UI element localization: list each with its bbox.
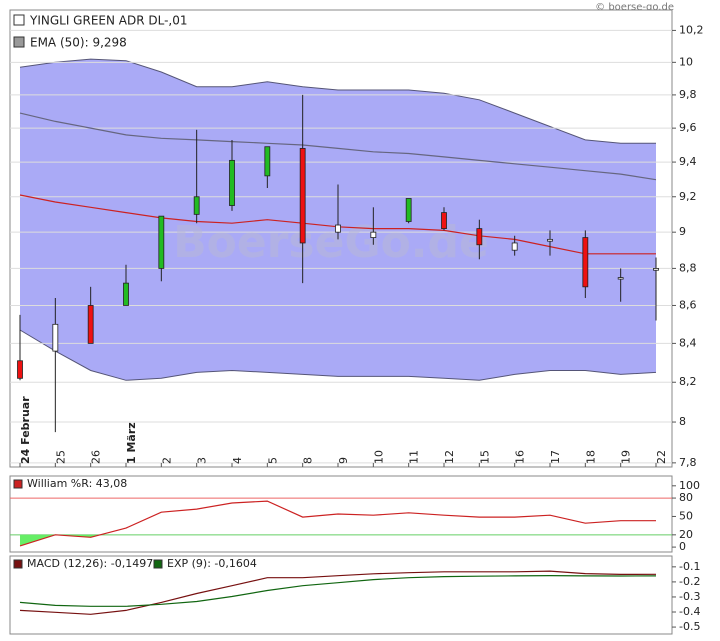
y-tick-label: 9,2 (679, 190, 697, 203)
candle-body (264, 146, 271, 177)
x-tick-label: 18 (584, 450, 597, 464)
band-upper (19, 58, 656, 144)
candle-body (17, 360, 23, 379)
band-lower (19, 329, 657, 381)
y-tick-label: 8,4 (679, 336, 697, 349)
x-tick-label: 24 Februar (19, 396, 32, 464)
x-tick-label: 9 (337, 457, 350, 464)
candle-body (476, 228, 483, 246)
candle-body (617, 277, 624, 280)
y-tick-label: 8,8 (679, 261, 697, 274)
candle-body (653, 268, 659, 271)
y-tick-label: 50 (679, 509, 693, 522)
legend-label: MACD (12,26): -0,1497 (27, 557, 153, 570)
y-tick-label: 9,4 (679, 155, 697, 168)
candle-body (193, 196, 200, 215)
candle-body (370, 231, 377, 238)
x-tick-label: 1 März (125, 422, 138, 464)
x-tick-label: 17 (549, 450, 562, 464)
oversold-fill (20, 534, 656, 546)
candle-body (441, 212, 447, 230)
panel (9, 475, 673, 553)
x-tick-label: 26 (90, 450, 103, 464)
legend-ema: EMA (50): 9,298 (30, 36, 127, 50)
y-tick-label: 9 (679, 225, 686, 238)
x-tick-label: 11 (408, 450, 421, 464)
series-line (19, 574, 657, 607)
y-tick-label: 9,8 (679, 88, 697, 101)
candle-body (52, 323, 59, 352)
legend-label: EXP (9): -0,1604 (167, 557, 257, 570)
x-tick-label: 25 (54, 450, 67, 464)
series-line (19, 570, 657, 615)
y-tick-label: 10 (679, 55, 693, 68)
candle-body (511, 242, 518, 251)
y-tick-label: -0.2 (679, 575, 700, 588)
candle-body (87, 305, 94, 344)
y-tick-label: 80 (679, 491, 693, 504)
y-tick-label: -0.1 (679, 560, 700, 573)
x-tick-label: 4 (231, 457, 244, 464)
legend: YINGLI GREEN ADR DL-,01 EMA (50): 9,298 (13, 14, 188, 50)
x-tick-label: 15 (478, 450, 491, 464)
legend-swatch (13, 36, 25, 48)
x-tick-label: 2 (160, 457, 173, 464)
y-tick-label: 8,6 (679, 298, 697, 311)
ema-line (19, 112, 657, 181)
copyright: © boerse-go.de (595, 2, 674, 13)
y-tick-label: 8 (679, 415, 686, 428)
y-tick-label: -0.3 (679, 590, 700, 603)
series-line (19, 500, 656, 547)
y-tick-label: 20 (679, 528, 693, 541)
x-tick-label: 3 (196, 457, 209, 464)
legend-swatch (13, 559, 23, 569)
candle-body (299, 148, 306, 244)
x-tick-label: 19 (620, 450, 633, 464)
y-tick-label: 0 (679, 540, 686, 553)
candle-body (158, 215, 165, 269)
panel (9, 555, 673, 635)
y-tick-label: -0.5 (679, 620, 700, 633)
legend-swatch (13, 479, 23, 489)
y-tick-label: 10,2 (679, 23, 704, 36)
x-tick-label: 12 (443, 450, 456, 464)
y-tick-label: 9,6 (679, 121, 697, 134)
x-tick-label: 8 (302, 457, 315, 464)
candle-body (547, 238, 553, 242)
candle-body (405, 198, 412, 222)
candle-body (335, 224, 341, 233)
x-tick-label: 5 (266, 457, 279, 464)
y-tick-label: -0.4 (679, 605, 700, 618)
x-tick-label: 22 (655, 450, 668, 464)
legend-swatch (13, 14, 25, 26)
y-tick-label: 7,8 (679, 456, 697, 469)
candle-body (229, 159, 235, 206)
y-tick-label: 8,2 (679, 375, 697, 388)
candle-body (582, 237, 589, 288)
candle-body (123, 282, 129, 306)
x-tick-label: 16 (514, 450, 527, 464)
legend-title: YINGLI GREEN ADR DL-,01 (29, 14, 188, 28)
legend-label: William %R: 43,08 (27, 477, 127, 490)
legend-swatch (153, 559, 163, 569)
y-tick-label: 100 (679, 479, 700, 492)
x-tick-label: 10 (372, 450, 385, 464)
